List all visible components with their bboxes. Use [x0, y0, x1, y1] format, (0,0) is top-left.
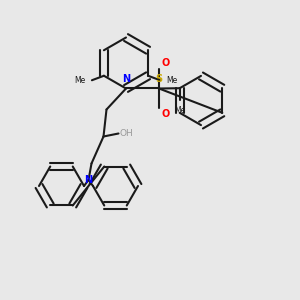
- Text: N: N: [122, 74, 130, 84]
- Text: N: N: [84, 175, 93, 185]
- Text: O: O: [161, 110, 170, 119]
- Text: OH: OH: [120, 129, 134, 138]
- Text: S: S: [155, 74, 163, 84]
- Text: Me: Me: [167, 76, 178, 85]
- Text: Me: Me: [174, 106, 185, 115]
- Text: O: O: [161, 58, 170, 68]
- Text: Me: Me: [74, 76, 85, 85]
